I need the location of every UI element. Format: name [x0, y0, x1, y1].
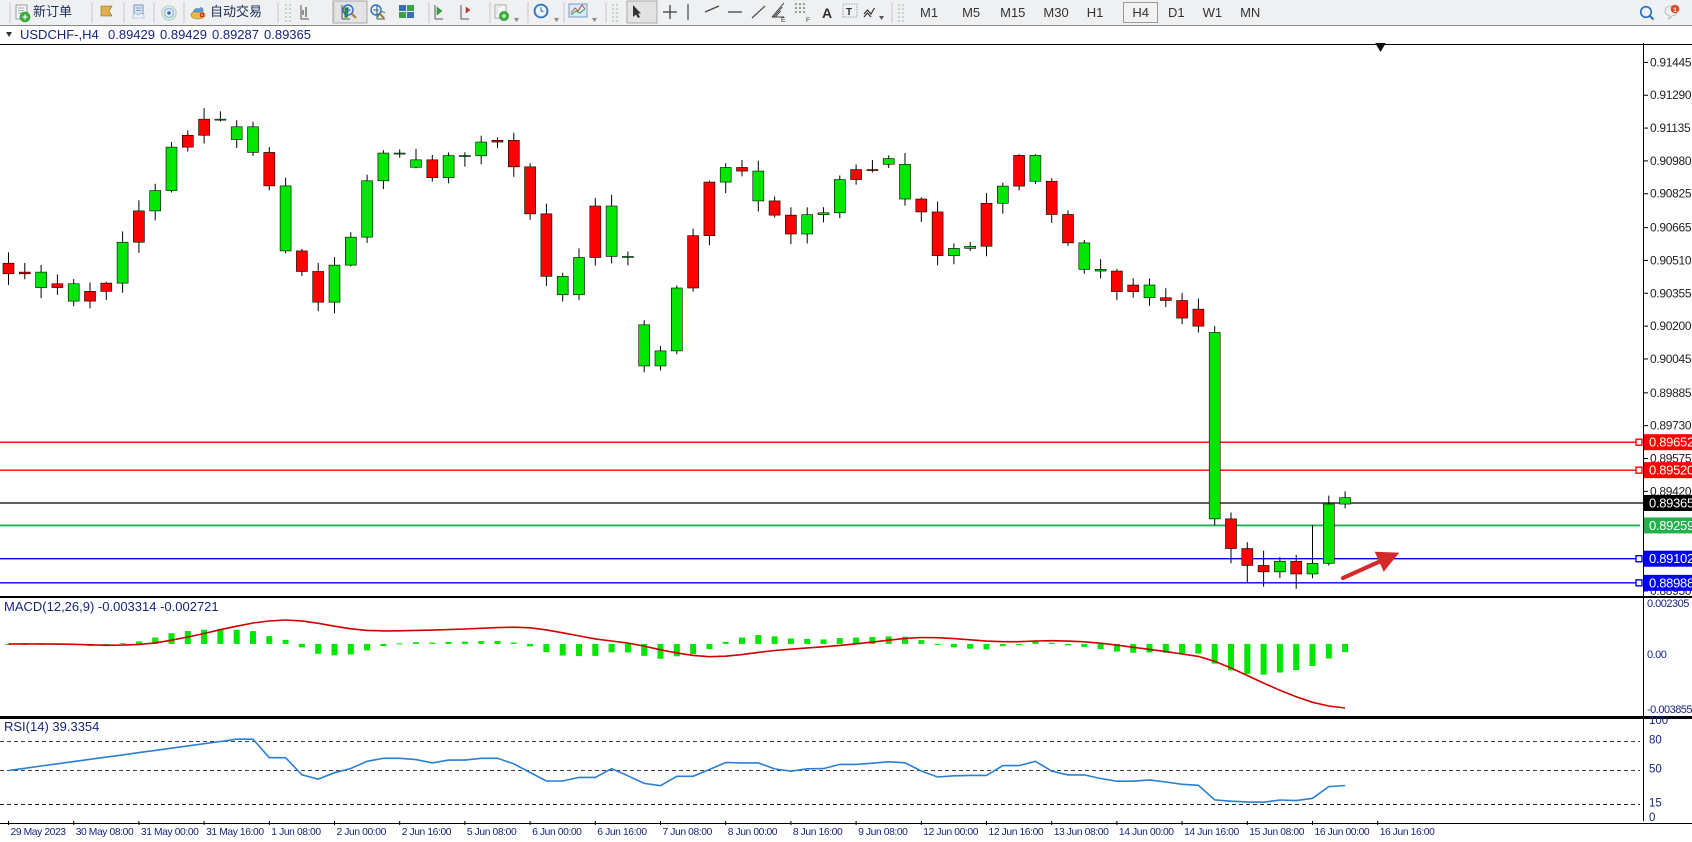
svg-text:0.002305: 0.002305: [1647, 598, 1689, 610]
svg-text:USDCHF-,H4: USDCHF-,H4: [20, 27, 99, 42]
svg-text:-0.003855: -0.003855: [1647, 704, 1692, 716]
svg-text:8 Jun 16:00: 8 Jun 16:00: [793, 827, 843, 838]
svg-text:0.90510: 0.90510: [1650, 253, 1692, 267]
svg-text:0.89652: 0.89652: [1649, 435, 1692, 450]
svg-text:9 Jun 08:00: 9 Jun 08:00: [858, 827, 908, 838]
svg-text:0.91135: 0.91135: [1650, 121, 1691, 135]
svg-text:MACD(12,26,9) -0.003314 -0.002: MACD(12,26,9) -0.003314 -0.002721: [4, 599, 219, 614]
svg-text:31 May 16:00: 31 May 16:00: [206, 827, 264, 838]
svg-text:14 Jun 16:00: 14 Jun 16:00: [1184, 827, 1239, 838]
svg-text:6 Jun 00:00: 6 Jun 00:00: [532, 827, 582, 838]
svg-text:自动交易: 自动交易: [210, 4, 262, 19]
svg-text:0.89259: 0.89259: [1649, 518, 1692, 533]
svg-text:8 Jun 00:00: 8 Jun 00:00: [728, 827, 778, 838]
svg-text:0.90980: 0.90980: [1650, 154, 1692, 168]
svg-text:1: 1: [1673, 7, 1677, 14]
svg-text:13 Jun 08:00: 13 Jun 08:00: [1054, 827, 1109, 838]
svg-text:0.90825: 0.90825: [1650, 187, 1692, 201]
svg-text:A: A: [822, 5, 832, 21]
svg-text:RSI(14) 39.3354: RSI(14) 39.3354: [4, 719, 99, 734]
svg-text:0.91445: 0.91445: [1650, 55, 1692, 69]
svg-text:2 Jun 16:00: 2 Jun 16:00: [402, 827, 452, 838]
svg-text:0.89429: 0.89429: [160, 27, 207, 42]
svg-text:80: 80: [1649, 734, 1662, 746]
svg-text:2 Jun 00:00: 2 Jun 00:00: [337, 827, 387, 838]
svg-text:15 Jun 08:00: 15 Jun 08:00: [1249, 827, 1304, 838]
svg-text:5 Jun 08:00: 5 Jun 08:00: [467, 827, 517, 838]
svg-text:0.90200: 0.90200: [1650, 319, 1692, 333]
svg-text:0.89365: 0.89365: [1649, 495, 1692, 510]
svg-text:新订单: 新订单: [33, 4, 72, 19]
svg-text:0.90355: 0.90355: [1650, 286, 1692, 300]
svg-text:16 Jun 00:00: 16 Jun 00:00: [1315, 827, 1370, 838]
svg-text:0.89287: 0.89287: [212, 27, 259, 42]
svg-text:0: 0: [1649, 812, 1655, 821]
svg-text:16 Jun 16:00: 16 Jun 16:00: [1380, 827, 1435, 838]
svg-text:0.89730: 0.89730: [1650, 419, 1692, 433]
svg-text:30 May 08:00: 30 May 08:00: [76, 827, 134, 838]
svg-text:31 May 00:00: 31 May 00:00: [141, 827, 199, 838]
svg-text:0.89102: 0.89102: [1649, 551, 1692, 566]
svg-text:0.90665: 0.90665: [1650, 221, 1692, 235]
svg-text:0.88988: 0.88988: [1649, 575, 1692, 590]
svg-text:100: 100: [1649, 716, 1668, 727]
svg-text:0.89885: 0.89885: [1650, 386, 1692, 400]
svg-text:7 Jun 08:00: 7 Jun 08:00: [663, 827, 713, 838]
svg-text:12 Jun 16:00: 12 Jun 16:00: [989, 827, 1044, 838]
svg-text:0.91290: 0.91290: [1650, 88, 1692, 102]
svg-text:F: F: [806, 17, 810, 24]
svg-text:15: 15: [1649, 797, 1662, 809]
svg-text:12 Jun 00:00: 12 Jun 00:00: [923, 827, 978, 838]
svg-text:29 May 2023: 29 May 2023: [11, 827, 67, 838]
svg-text:0.89365: 0.89365: [264, 27, 311, 42]
svg-text:0.89429: 0.89429: [108, 27, 155, 42]
svg-text:0.00: 0.00: [1647, 649, 1667, 661]
svg-text:0.89520: 0.89520: [1649, 463, 1692, 478]
svg-text:E: E: [781, 17, 786, 24]
svg-text:6 Jun 16:00: 6 Jun 16:00: [597, 827, 647, 838]
svg-text:1 Jun 08:00: 1 Jun 08:00: [271, 827, 321, 838]
svg-text:50: 50: [1649, 764, 1662, 776]
svg-text:T: T: [846, 7, 852, 18]
svg-text:14 Jun 00:00: 14 Jun 00:00: [1119, 827, 1174, 838]
svg-text:0.90045: 0.90045: [1650, 352, 1692, 366]
